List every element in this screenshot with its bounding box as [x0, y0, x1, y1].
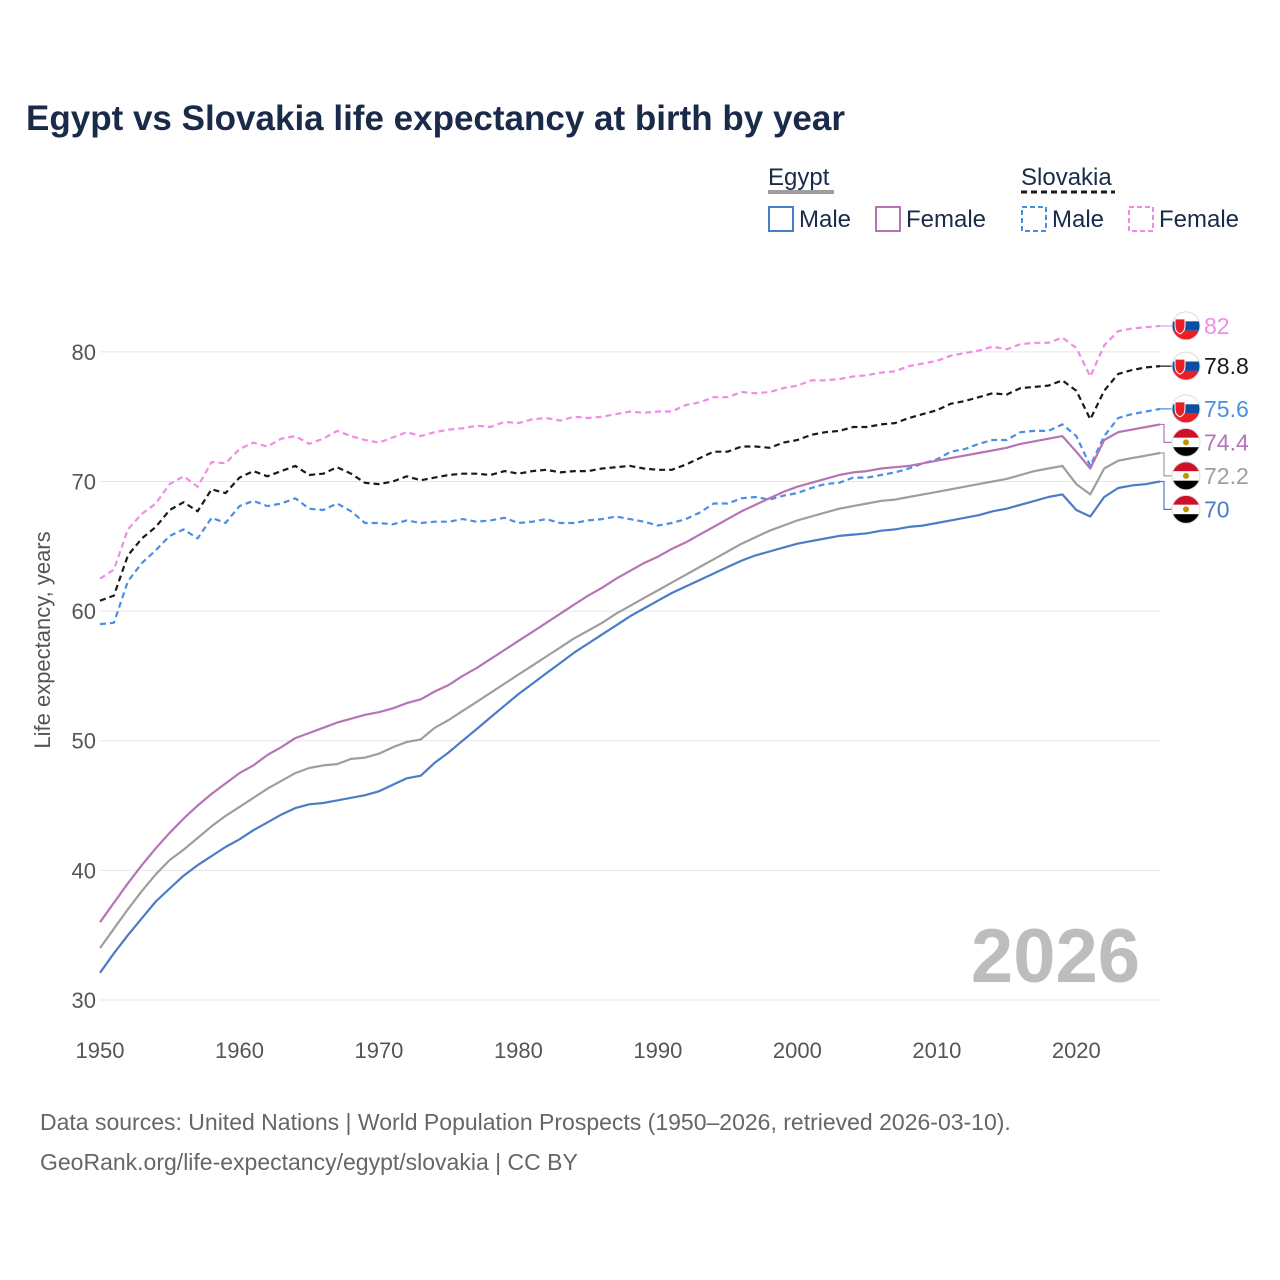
year-watermark: 2026 [971, 914, 1140, 999]
y-axis-label: Life expectancy, years [30, 531, 55, 748]
legend-egypt-title: Egypt [768, 164, 830, 191]
x-tick-label-2000: 2000 [773, 1038, 822, 1063]
flag-white-band [1172, 352, 1200, 362]
egypt-flag-icon [1172, 428, 1200, 457]
flag-black-band [1172, 447, 1200, 457]
egypt-flag-icon [1172, 461, 1200, 490]
flag-eagle [1183, 472, 1189, 479]
legend-slovakia-male-label: Male [1052, 206, 1104, 233]
x-tick-label-1970: 1970 [354, 1038, 403, 1063]
end-label-slovakia_male: 75.6 [1204, 396, 1249, 422]
flag-outline-egypt_male [1171, 494, 1201, 524]
end-label-egypt_male: 70 [1204, 496, 1230, 522]
legend: Egypt Male Female Slovakia Male Female [768, 164, 1239, 233]
end-label-slovakia_total: 78.8 [1204, 353, 1249, 379]
x-tick-label-1980: 1980 [494, 1038, 543, 1063]
series-line-egypt_male [99, 480, 1161, 974]
x-tick-label-1990: 1990 [633, 1038, 682, 1063]
x-tick-label-2010: 2010 [912, 1038, 961, 1063]
flag-coat-of-arms [1174, 318, 1186, 335]
flag-blue-band [1172, 361, 1200, 371]
flag-white-band [1172, 394, 1200, 405]
chart-title: Egypt vs Slovakia life expectancy at bir… [26, 99, 845, 138]
flag-red-band [1172, 495, 1200, 505]
gridlines [100, 351, 1160, 1001]
y-tick-label-30: 30 [72, 988, 96, 1013]
legend-slovakia-female-label: Female [1159, 206, 1239, 233]
flag-outline-slovakia_female [1171, 311, 1201, 341]
egypt-flag-icon [1172, 495, 1200, 524]
legend-egypt-male-label: Male [799, 206, 851, 233]
flag-outline-egypt_female [1171, 427, 1201, 457]
end-label-egypt_female: 74.4 [1204, 429, 1249, 455]
legend-slovakia-male-swatch [1021, 206, 1047, 232]
legend-egypt-female-label: Female [906, 206, 986, 233]
flag-blue-band [1172, 404, 1200, 414]
flag-eagle [1183, 506, 1189, 513]
y-tick-label-40: 40 [72, 858, 96, 883]
series-line-slovakia_total [99, 365, 1161, 602]
legend-slovakia-female-swatch [1128, 206, 1154, 232]
y-tick-label-60: 60 [72, 599, 96, 624]
flag-outline-slovakia_male [1171, 394, 1201, 424]
legend-egypt-male-swatch [768, 206, 794, 232]
flag-coat-of-arms [1174, 401, 1186, 418]
flag-red-band [1172, 413, 1200, 423]
y-axis-ticks: 30 40 50 60 70 80 [72, 340, 96, 1013]
end-label-slovakia_female: 82 [1204, 313, 1230, 339]
series-line-slovakia_female [99, 324, 1161, 580]
x-tick-label-2020: 2020 [1052, 1038, 1101, 1063]
flag-white-band [1172, 311, 1200, 322]
y-tick-label-50: 50 [72, 729, 96, 754]
y-tick-label-70: 70 [72, 469, 96, 494]
flag-coat-of-arms [1174, 358, 1186, 375]
source-line-2: GeoRank.org/life-expectancy/egypt/slovak… [40, 1149, 578, 1175]
flag-outline-slovakia_total [1171, 351, 1201, 381]
flag-red-band [1172, 370, 1200, 381]
series-line-egypt_total [99, 451, 1161, 949]
flag-eagle [1183, 439, 1189, 446]
x-axis-ticks: 1950 1960 1970 1980 1990 2000 2010 2020 [76, 1038, 1101, 1063]
flag-red-band [1172, 428, 1200, 438]
flag-red-band [1172, 330, 1200, 340]
x-tick-label-1950: 1950 [76, 1038, 125, 1063]
series-line-egypt_female [99, 423, 1161, 923]
flag-blue-band [1172, 321, 1200, 331]
flag-black-band [1172, 514, 1200, 524]
series-lines [99, 324, 1161, 974]
flag-red-band [1172, 461, 1200, 472]
x-tick-label-1960: 1960 [215, 1038, 264, 1063]
slovakia-flag-icon [1172, 352, 1200, 381]
y-tick-label-80: 80 [72, 340, 96, 365]
source-line-1: Data sources: United Nations | World Pop… [40, 1109, 1011, 1135]
slovakia-flag-icon [1172, 311, 1200, 340]
legend-slovakia-title: Slovakia [1021, 164, 1112, 191]
end-label-egypt_total: 72.2 [1204, 463, 1249, 489]
end-labels: 82 78.8 75.6 74.4 72.2 70 [1160, 311, 1249, 524]
legend-egypt-female-swatch [875, 206, 901, 232]
series-line-slovakia_male [99, 407, 1161, 626]
slovakia-flag-icon [1172, 394, 1200, 423]
flag-outline-egypt_total [1171, 461, 1201, 491]
flag-black-band [1172, 480, 1200, 490]
